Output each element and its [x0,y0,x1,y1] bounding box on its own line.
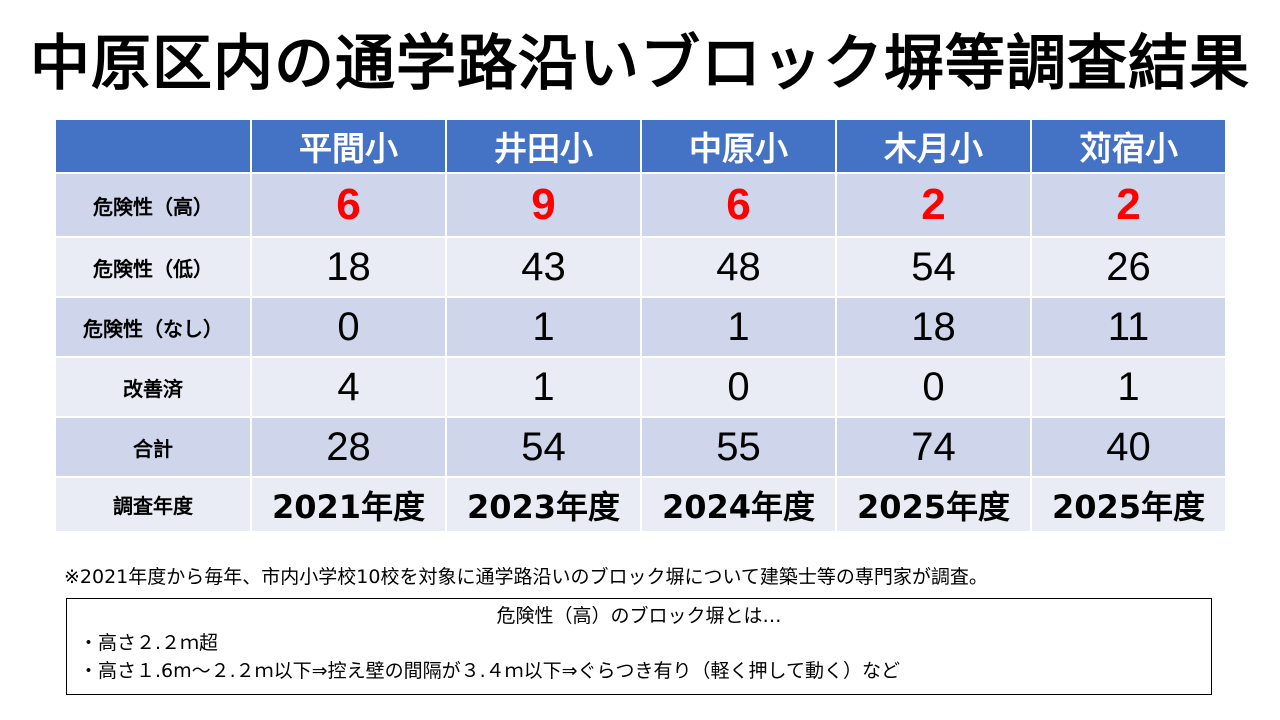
survey-year: 2023年度 [445,476,642,533]
no-risk-count: 1 [445,296,642,358]
school-header: 井田小 [445,118,642,174]
low-risk-count: 54 [835,236,1032,298]
high-risk-count: 6 [250,172,447,238]
school-header: 木月小 [835,118,1032,174]
row-label: 危険性（高） [54,172,252,238]
no-risk-count: 0 [250,296,447,358]
improved-count: 1 [1030,356,1227,418]
row-label: 改善済 [54,356,252,418]
low-risk-count: 26 [1030,236,1227,298]
high-risk-count: 2 [835,172,1032,238]
no-risk-count: 11 [1030,296,1227,358]
survey-footnote: ※2021年度から毎年、市内小学校10校を対象に通学路沿いのブロック塀について建… [64,566,988,588]
high-risk-count: 9 [445,172,642,238]
table-header-row: 平間小 井田小 中原小 木月小 苅宿小 [54,118,1227,174]
improved-count: 1 [445,356,642,418]
definition-box: 危険性（高）のブロック塀とは… ・高さ２.２ｍ超 ・高さ１.6m～２.２ｍ以下⇒… [66,598,1212,695]
row-high-risk: 危険性（高） 6 9 6 2 2 [54,172,1227,238]
total-count: 54 [445,416,642,478]
row-total: 合計 28 54 55 74 40 [54,416,1227,478]
low-risk-count: 43 [445,236,642,298]
definition-line: ・高さ１.6m～２.２ｍ以下⇒控え壁の間隔が３.４ｍ以下⇒ぐらつき有り（軽く押し… [79,660,900,682]
survey-results-table: 平間小 井田小 中原小 木月小 苅宿小 危険性（高） 6 9 6 2 2 危険性… [54,118,1227,533]
no-risk-count: 18 [835,296,1032,358]
row-no-risk: 危険性（なし） 0 1 1 18 11 [54,296,1227,358]
improved-count: 0 [835,356,1032,418]
page-title: 中原区内の通学路沿いブロック塀等調査結果 [30,29,1250,99]
survey-year: 2024年度 [640,476,837,533]
improved-count: 4 [250,356,447,418]
survey-year: 2025年度 [835,476,1032,533]
definition-heading: 危険性（高）のブロック塀とは… [496,605,782,627]
school-header: 平間小 [250,118,447,174]
high-risk-count: 6 [640,172,837,238]
low-risk-count: 48 [640,236,837,298]
row-label: 危険性（なし） [54,296,252,358]
total-count: 55 [640,416,837,478]
row-low-risk: 危険性（低） 18 43 48 54 26 [54,236,1227,298]
survey-year: 2025年度 [1030,476,1227,533]
total-count: 74 [835,416,1032,478]
row-survey-year: 調査年度 2021年度 2023年度 2024年度 2025年度 2025年度 [54,476,1227,533]
high-risk-count: 2 [1030,172,1227,238]
row-label: 合計 [54,416,252,478]
row-improved: 改善済 4 1 0 0 1 [54,356,1227,418]
definition-line: ・高さ２.２ｍ超 [79,632,219,654]
low-risk-count: 18 [250,236,447,298]
total-count: 28 [250,416,447,478]
no-risk-count: 1 [640,296,837,358]
header-corner-cell [54,118,252,174]
school-header: 中原小 [640,118,837,174]
row-label: 調査年度 [54,476,252,533]
improved-count: 0 [640,356,837,418]
school-header: 苅宿小 [1030,118,1227,174]
total-count: 40 [1030,416,1227,478]
survey-year: 2021年度 [250,476,447,533]
row-label: 危険性（低） [54,236,252,298]
